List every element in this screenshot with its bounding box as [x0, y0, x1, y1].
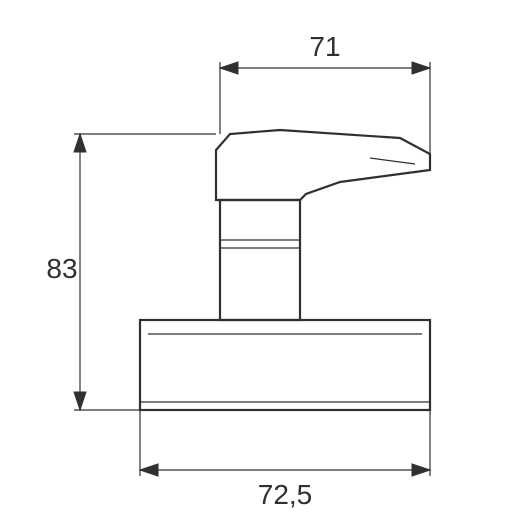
dimension-drawing: 71 83 72,5: [0, 0, 530, 530]
part-handle: [216, 130, 430, 200]
dim-bottom-width: 72,5: [258, 479, 313, 510]
part-stem: [220, 200, 300, 320]
dim-height: 83: [46, 253, 77, 284]
dim-top-width: 71: [309, 31, 340, 62]
